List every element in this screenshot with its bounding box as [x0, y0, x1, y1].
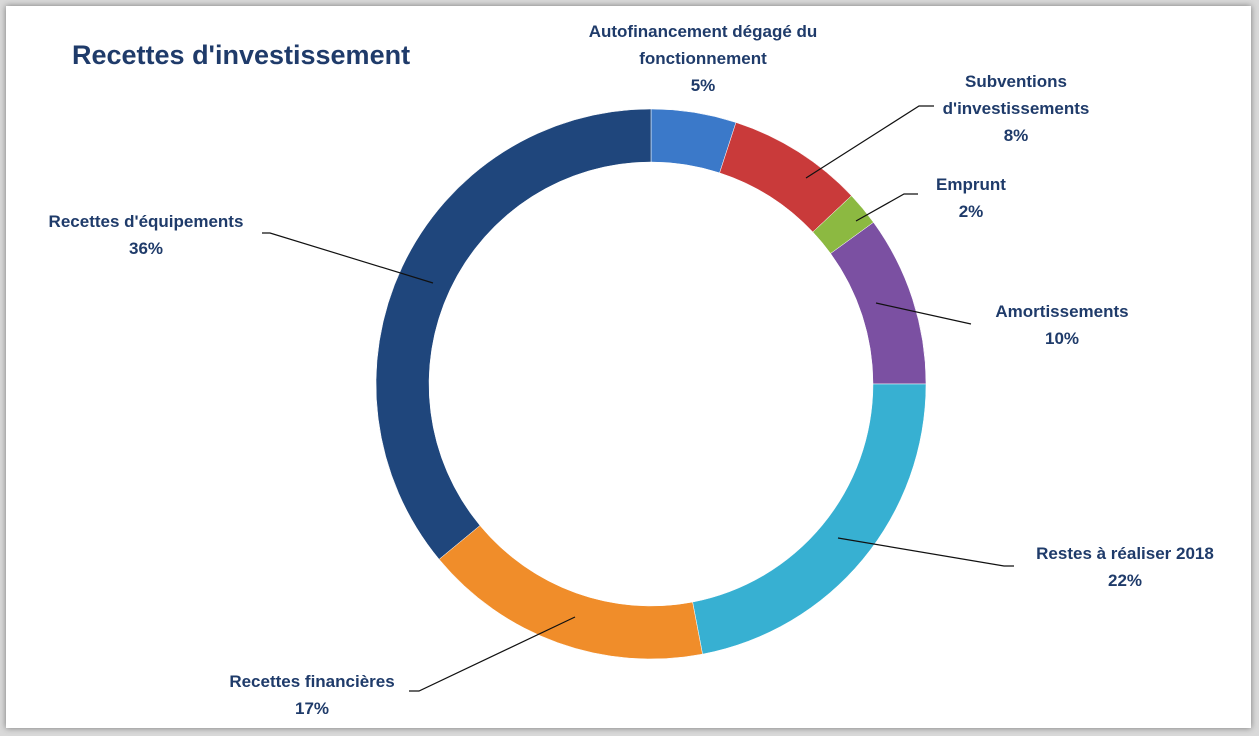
- donut-slice: [692, 383, 927, 655]
- donut-slice: [375, 108, 652, 560]
- slice-value: 5%: [690, 76, 716, 95]
- leader-line: [409, 616, 576, 692]
- slice-value: 2%: [958, 202, 984, 221]
- slice-label: Autofinancement dégagé du fonctionnement: [588, 22, 818, 68]
- chart: [262, 105, 1014, 692]
- leader-line: [875, 302, 972, 325]
- chart-title: Recettes d'investissement: [72, 40, 411, 70]
- slice-value: 8%: [1003, 126, 1029, 145]
- slice-label: Subventions d'investissements: [942, 72, 1090, 118]
- slice-label: Recettes d'équipements: [48, 212, 244, 231]
- leader-line: [837, 537, 1014, 567]
- chart-frame: Recettes d'investissement Autofinancemen…: [6, 6, 1251, 728]
- donut-slice: [438, 525, 703, 660]
- leader-line: [805, 105, 934, 179]
- slice-value: 22%: [1107, 571, 1143, 590]
- slice-label: Recettes financières: [229, 672, 395, 691]
- leader-line: [262, 232, 434, 284]
- slice-value: 10%: [1044, 329, 1080, 348]
- slice-value: 36%: [128, 239, 164, 258]
- slice-label: Amortissements: [995, 302, 1129, 321]
- leader-line: [855, 193, 918, 222]
- slice-value: 17%: [294, 699, 330, 718]
- slice-label: Emprunt: [936, 175, 1006, 194]
- slice-label: Restes à réaliser 2018: [1036, 544, 1214, 563]
